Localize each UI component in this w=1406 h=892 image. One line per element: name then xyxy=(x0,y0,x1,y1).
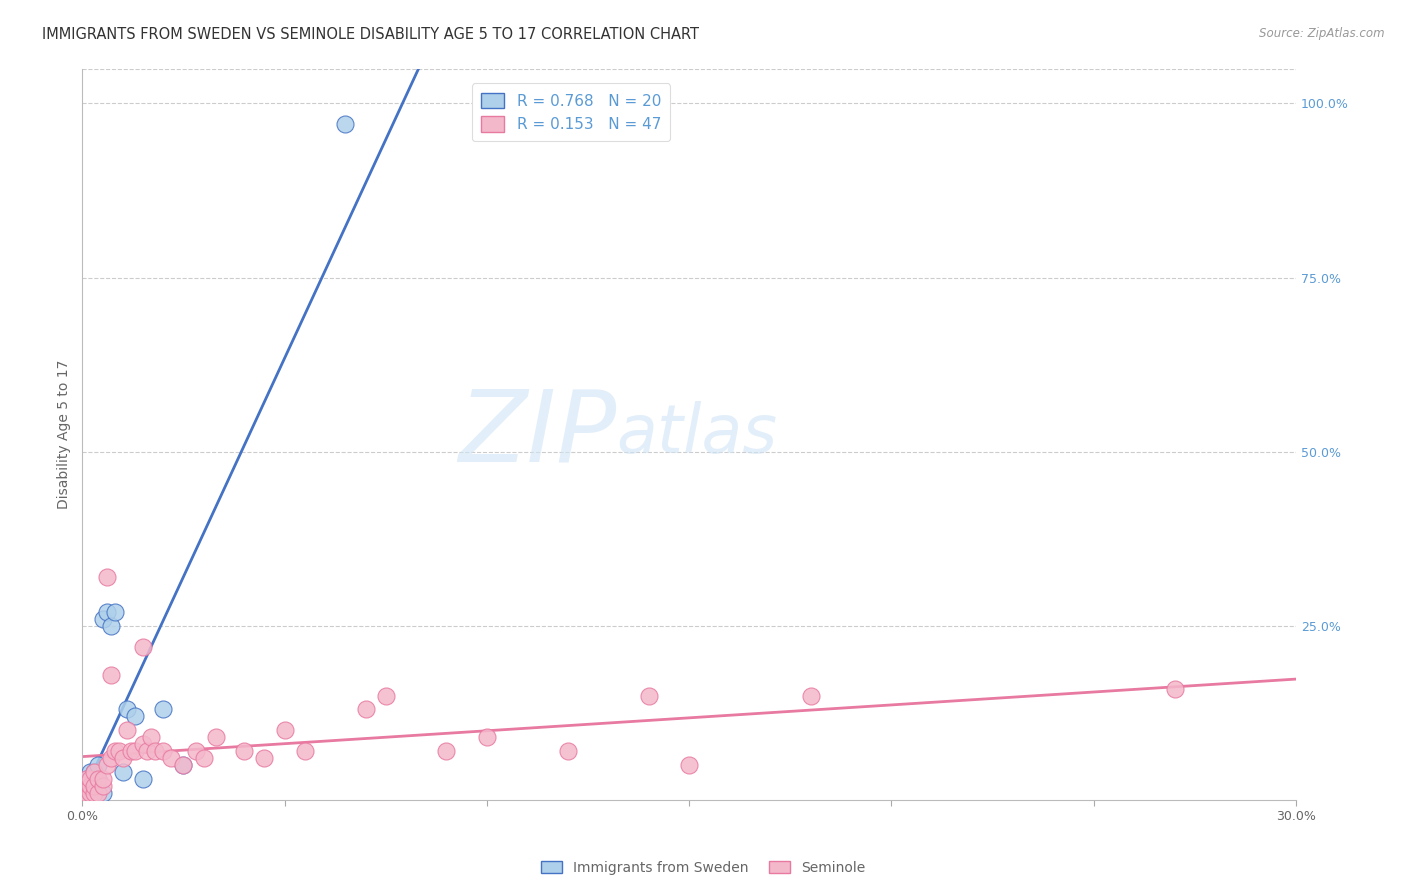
Text: atlas: atlas xyxy=(616,401,778,467)
Point xyxy=(557,744,579,758)
Point xyxy=(132,737,155,751)
Point xyxy=(79,786,101,800)
Point xyxy=(160,751,183,765)
Legend: R = 0.768   N = 20, R = 0.153   N = 47: R = 0.768 N = 20, R = 0.153 N = 47 xyxy=(472,84,671,142)
Point xyxy=(273,723,295,738)
Point xyxy=(354,702,377,716)
Point xyxy=(87,772,110,787)
Point xyxy=(104,605,127,619)
Point xyxy=(132,640,155,654)
Point xyxy=(87,786,110,800)
Point xyxy=(75,772,97,787)
Point xyxy=(79,772,101,787)
Point xyxy=(475,731,498,745)
Point xyxy=(120,744,142,758)
Point xyxy=(107,744,129,758)
Point xyxy=(104,744,127,758)
Point xyxy=(204,731,226,745)
Point xyxy=(83,779,105,793)
Point xyxy=(83,765,105,780)
Point xyxy=(75,779,97,793)
Point xyxy=(172,758,194,772)
Text: Source: ZipAtlas.com: Source: ZipAtlas.com xyxy=(1260,27,1385,40)
Point xyxy=(96,605,118,619)
Point xyxy=(335,117,357,131)
Point xyxy=(87,758,110,772)
Point xyxy=(294,744,316,758)
Point xyxy=(91,786,114,800)
Point xyxy=(124,709,146,723)
Point xyxy=(79,779,101,793)
Point xyxy=(115,723,138,738)
Point xyxy=(111,765,134,780)
Point xyxy=(184,744,207,758)
Point xyxy=(678,758,700,772)
Point xyxy=(87,772,110,787)
Point xyxy=(91,779,114,793)
Point xyxy=(96,570,118,584)
Point xyxy=(253,751,276,765)
Point xyxy=(136,744,159,758)
Point xyxy=(83,779,105,793)
Point xyxy=(637,689,659,703)
Point xyxy=(800,689,823,703)
Point xyxy=(96,758,118,772)
Point xyxy=(83,786,105,800)
Point xyxy=(115,702,138,716)
Point xyxy=(100,619,122,633)
Point xyxy=(100,667,122,681)
Point xyxy=(152,702,174,716)
Text: ZIP: ZIP xyxy=(458,386,616,483)
Point xyxy=(1163,681,1185,696)
Point xyxy=(100,751,122,765)
Point xyxy=(75,786,97,800)
Y-axis label: Disability Age 5 to 17: Disability Age 5 to 17 xyxy=(58,359,72,509)
Point xyxy=(132,772,155,787)
Point xyxy=(91,612,114,626)
Point xyxy=(172,758,194,772)
Point xyxy=(436,744,458,758)
Text: IMMIGRANTS FROM SWEDEN VS SEMINOLE DISABILITY AGE 5 TO 17 CORRELATION CHART: IMMIGRANTS FROM SWEDEN VS SEMINOLE DISAB… xyxy=(42,27,699,42)
Point xyxy=(233,744,256,758)
Point xyxy=(79,786,101,800)
Point xyxy=(193,751,215,765)
Legend: Immigrants from Sweden, Seminole: Immigrants from Sweden, Seminole xyxy=(536,855,870,880)
Point xyxy=(374,689,396,703)
Point xyxy=(75,779,97,793)
Point xyxy=(139,731,162,745)
Point xyxy=(83,765,105,780)
Point xyxy=(111,751,134,765)
Point xyxy=(75,772,97,787)
Point xyxy=(79,765,101,780)
Point xyxy=(91,772,114,787)
Point xyxy=(152,744,174,758)
Point xyxy=(143,744,166,758)
Point xyxy=(124,744,146,758)
